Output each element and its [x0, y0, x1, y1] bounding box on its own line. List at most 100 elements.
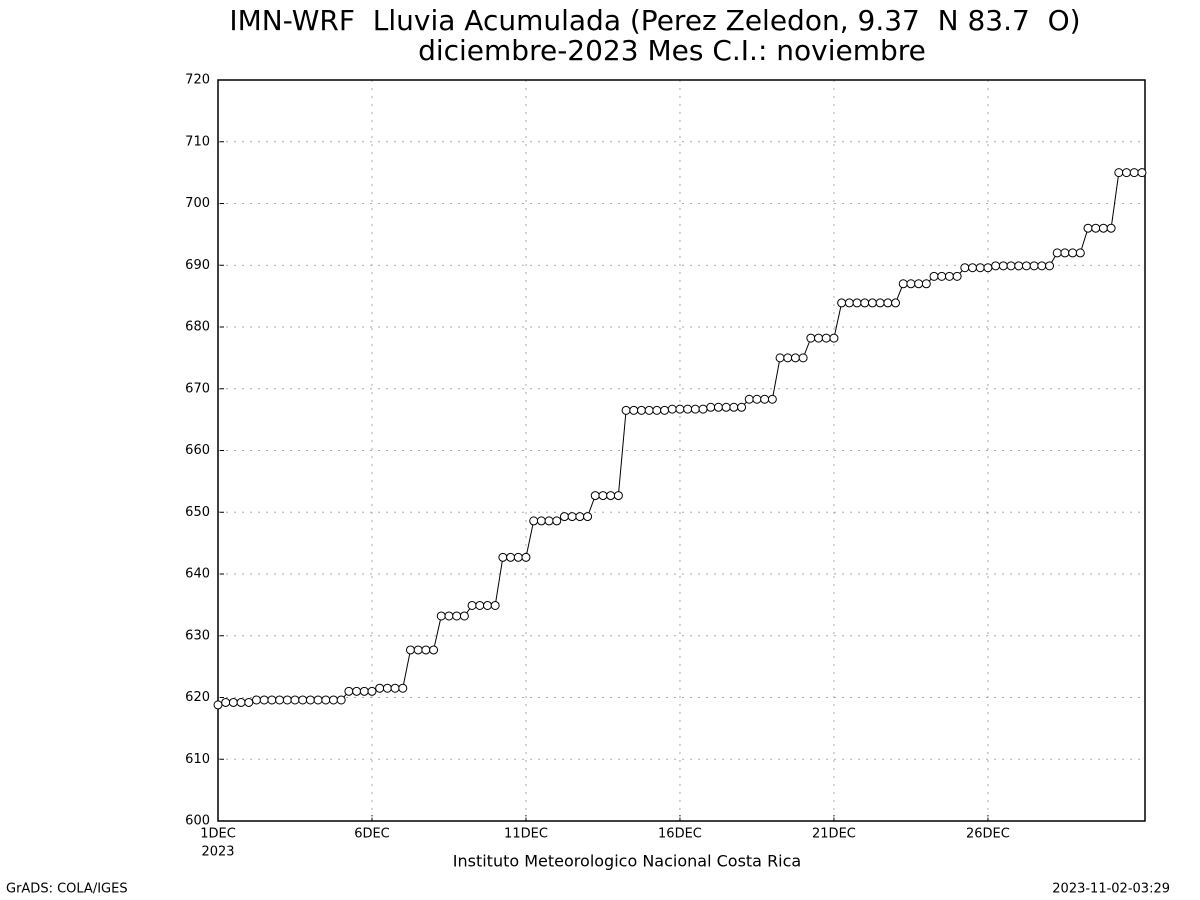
data-point: [1098, 223, 1108, 233]
y-tick-label: 650: [185, 505, 210, 520]
data-point: [552, 516, 562, 526]
data-point: [660, 405, 670, 415]
data-point: [344, 686, 354, 696]
data-point: [1106, 223, 1116, 233]
data-point: [459, 611, 469, 621]
data-point: [706, 402, 716, 412]
data-point: [382, 683, 392, 693]
data-point: [829, 333, 839, 343]
y-tick-label: 690: [185, 258, 210, 273]
x-tick-label: 11DEC: [504, 827, 548, 842]
data-point: [429, 645, 439, 655]
data-point: [814, 333, 824, 343]
data-point: [452, 611, 462, 621]
data-point: [398, 683, 408, 693]
data-point: [875, 298, 885, 308]
y-tick-label: 700: [185, 196, 210, 211]
chart-title: IMN-WRF Lluvia Acumulada (Perez Zeledon,…: [229, 4, 1080, 37]
data-point: [413, 645, 423, 655]
data-point: [652, 405, 662, 415]
data-point: [1083, 223, 1093, 233]
data-point: [1014, 261, 1024, 271]
data-point: [644, 405, 654, 415]
data-point: [567, 512, 577, 522]
data-point: [1045, 261, 1055, 271]
data-point: [821, 333, 831, 343]
data-point: [444, 611, 454, 621]
data-point: [482, 600, 492, 610]
chart-subtitle: diciembre-2023 Mes C.I.: noviembre: [418, 34, 926, 67]
data-point: [760, 394, 770, 404]
data-point: [690, 404, 700, 414]
data-point: [713, 402, 723, 412]
data-point: [752, 394, 762, 404]
y-tick-label: 660: [185, 443, 210, 458]
data-point: [352, 686, 362, 696]
data-point: [559, 512, 569, 522]
data-point: [598, 491, 608, 501]
data-point: [506, 552, 516, 562]
plot-frame: [217, 79, 1146, 822]
data-point: [837, 298, 847, 308]
data-point: [998, 261, 1008, 271]
data-point: [729, 402, 739, 412]
data-point: [606, 491, 616, 501]
data-point: [921, 279, 931, 289]
data-point: [475, 600, 485, 610]
data-point: [737, 402, 747, 412]
y-tick-label: 670: [185, 381, 210, 396]
data-point: [544, 516, 554, 526]
data-point: [767, 394, 777, 404]
data-point: [490, 600, 500, 610]
data-point: [583, 512, 593, 522]
data-point: [359, 686, 369, 696]
data-point: [282, 695, 292, 705]
data-point: [1091, 223, 1101, 233]
data-point: [891, 298, 901, 308]
y-tick-label: 600: [185, 814, 210, 829]
data-point: [575, 512, 585, 522]
data-point: [621, 405, 631, 415]
data-point: [852, 298, 862, 308]
y-tick-label: 630: [185, 628, 210, 643]
data-point: [536, 516, 546, 526]
data-point: [952, 271, 962, 281]
data-point: [221, 697, 231, 707]
data-point: [698, 404, 708, 414]
data-point: [228, 697, 238, 707]
data-point: [336, 695, 346, 705]
data-point: [906, 279, 916, 289]
y-tick-label: 680: [185, 320, 210, 335]
data-point: [898, 279, 908, 289]
data-point: [960, 263, 970, 273]
y-tick-label: 620: [185, 690, 210, 705]
data-point: [914, 279, 924, 289]
data-point: [968, 263, 978, 273]
x-tick-label: 1DEC: [200, 827, 236, 842]
data-point: [636, 405, 646, 415]
data-point: [236, 697, 246, 707]
data-point: [675, 404, 685, 414]
x-tick-label: 21DEC: [812, 827, 856, 842]
data-point: [1137, 168, 1147, 178]
y-tick-label: 610: [185, 752, 210, 767]
data-point: [1029, 261, 1039, 271]
data-point: [436, 611, 446, 621]
footer-right: 2023-11-02-03:29: [1052, 882, 1170, 897]
data-point: [1129, 168, 1139, 178]
data-point: [798, 353, 808, 363]
data-point: [975, 263, 985, 273]
data-point: [521, 552, 531, 562]
x-tick-label: 6DEC: [354, 827, 390, 842]
data-point: [883, 298, 893, 308]
x-tick-label: 16DEC: [658, 827, 702, 842]
data-point: [421, 645, 431, 655]
data-point: [844, 298, 854, 308]
data-point: [298, 695, 308, 705]
data-point: [1114, 168, 1124, 178]
footer-left: GrADS: COLA/IGES: [6, 882, 128, 897]
data-point: [467, 600, 477, 610]
data-point: [775, 353, 785, 363]
data-point: [1075, 248, 1085, 258]
